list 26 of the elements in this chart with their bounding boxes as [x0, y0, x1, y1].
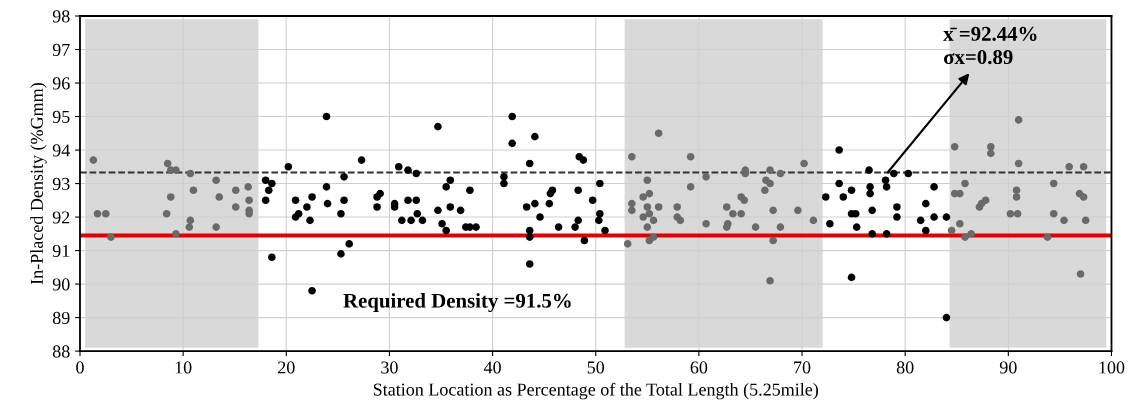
y-tick-label: 93	[52, 177, 70, 190]
x-tick-label: 0	[76, 361, 84, 374]
y-tick-label: 97	[52, 43, 70, 56]
y-tick-label: 90	[52, 278, 70, 291]
annotation: x̄ =92.44% σx=0.89	[943, 26, 1037, 65]
y-tick-label: 94	[52, 144, 70, 157]
x-tick-label: 70	[794, 361, 811, 374]
x-tick-label: 10	[175, 361, 192, 374]
x-axis-title: Station Location as Percentage of the Total Length (5.25mile)	[373, 382, 819, 400]
x-tick-label: 90	[999, 361, 1017, 374]
y-axis-title: In-Placed Density (%Gmm)	[30, 83, 47, 285]
ref-line-label: Required Density =91.5%	[343, 293, 571, 313]
y-tick-label: 95	[52, 110, 70, 123]
y-tick-label: 89	[52, 311, 70, 325]
y-tick-label: 91	[52, 244, 70, 258]
x-tick-label: 60	[690, 361, 708, 374]
x-tick-label: 100	[1099, 361, 1125, 374]
x-tick-label: 50	[587, 361, 605, 374]
x-tick-label: 40	[483, 361, 501, 374]
x-tick-label: 80	[896, 361, 914, 374]
y-tick-label: 88	[52, 345, 70, 358]
y-tick-label: 98	[52, 10, 70, 23]
x-tick-label: 20	[278, 361, 295, 374]
y-tick-label: 96	[52, 77, 70, 90]
y-tick-label: 92	[52, 211, 70, 224]
x-tick-label: 30	[381, 361, 398, 374]
